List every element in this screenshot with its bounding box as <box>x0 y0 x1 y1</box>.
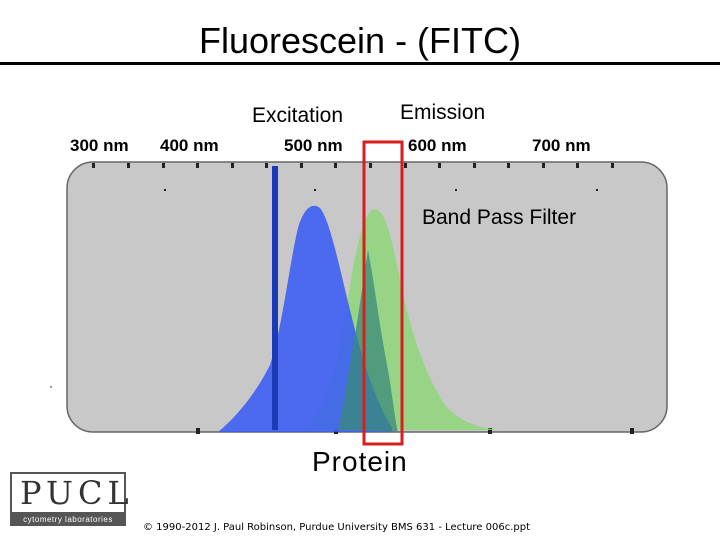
excitation-label: Excitation <box>252 104 344 127</box>
title-underline <box>0 62 720 65</box>
logo-box: PUCL <box>10 472 129 514</box>
tick-label-700: 700 nm <box>532 136 591 155</box>
band-pass-filter-window <box>362 140 404 446</box>
tick-label-600: 600 nm <box>408 136 467 155</box>
logo-subtext: cytometry laboratories <box>10 514 126 526</box>
pucl-logo: PUCL cytometry laboratories <box>10 472 129 528</box>
tick-label-500: 500 nm <box>284 136 343 155</box>
page-title: Fluorescein - (FITC) <box>198 20 522 61</box>
tick-label-300: 300 nm <box>70 136 129 155</box>
spectra-overlap <box>338 250 398 432</box>
laser-line <box>272 166 278 430</box>
tick-label-400: 400 nm <box>160 136 219 155</box>
stray-mark <box>50 386 52 388</box>
protein-label: Protein <box>312 446 408 477</box>
logo-text: PUCL <box>20 474 134 512</box>
emission-label: Emission <box>400 101 486 124</box>
copyright-footer: © 1990-2012 J. Paul Robinson, Purdue Uni… <box>143 522 531 533</box>
top-tick-marks <box>92 163 614 191</box>
band-pass-filter-label: Band Pass Filter <box>422 206 577 229</box>
